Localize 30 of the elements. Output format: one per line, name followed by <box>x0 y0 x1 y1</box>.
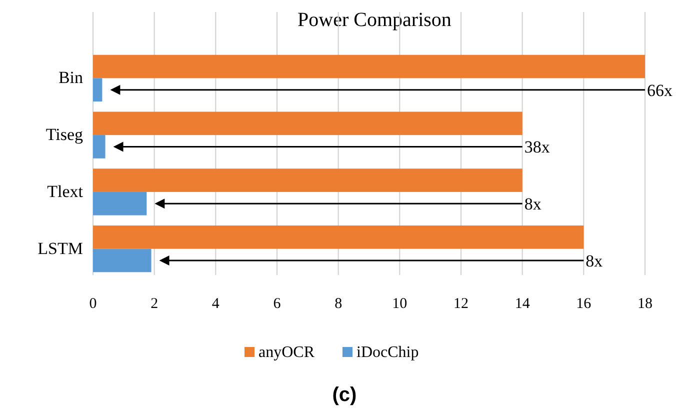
x-tick-label: 6 <box>273 296 282 312</box>
x-tick-label: 18 <box>638 296 652 312</box>
chart-title: Power Comparison <box>298 9 452 31</box>
annotation: 8x <box>524 194 542 214</box>
y-tick-label: LSTM <box>38 238 83 258</box>
y-tick-label: Tlext <box>47 182 84 201</box>
bar <box>93 226 584 249</box>
annotation: 66x <box>647 80 673 100</box>
bar <box>93 135 106 158</box>
legend-label: anyOCR <box>258 344 315 361</box>
annotation: 38x <box>524 138 550 157</box>
bar <box>93 248 152 272</box>
legend-label: iDocChip <box>356 344 419 361</box>
bar <box>93 192 147 216</box>
x-tick-label: 14 <box>514 296 530 312</box>
x-tick-label: 10 <box>392 296 408 312</box>
x-tick-label: 16 <box>576 296 592 312</box>
x-tick-label: 4 <box>212 296 220 312</box>
bar <box>93 168 522 192</box>
bar <box>93 112 522 136</box>
y-tick-label: Tiseg <box>46 125 84 144</box>
bar <box>93 54 645 78</box>
y-tick-label: Bin <box>58 68 84 88</box>
x-tick-label: 8 <box>334 296 342 312</box>
x-tick-label: 12 <box>454 296 468 312</box>
x-tick-label: 2 <box>150 296 158 312</box>
text: (c) <box>332 384 357 406</box>
annotation: 8x <box>586 251 604 270</box>
bar <box>93 78 102 102</box>
x-tick-label: 0 <box>89 296 97 312</box>
